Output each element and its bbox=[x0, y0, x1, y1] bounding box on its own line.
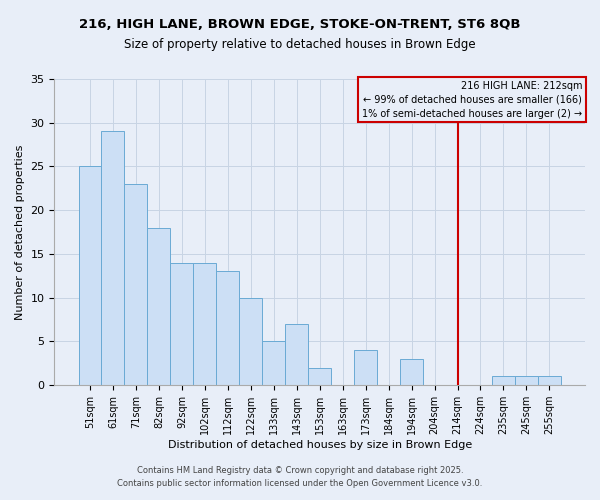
Bar bbox=[217, 272, 239, 385]
Bar bbox=[148, 228, 170, 385]
X-axis label: Distribution of detached houses by size in Brown Edge: Distribution of detached houses by size … bbox=[167, 440, 472, 450]
Bar bbox=[170, 262, 193, 385]
Bar bbox=[515, 376, 538, 385]
Y-axis label: Number of detached properties: Number of detached properties bbox=[15, 144, 25, 320]
Bar bbox=[193, 262, 217, 385]
Bar bbox=[538, 376, 561, 385]
Bar bbox=[101, 132, 124, 385]
Bar bbox=[79, 166, 101, 385]
Text: 216, HIGH LANE, BROWN EDGE, STOKE-ON-TRENT, ST6 8QB: 216, HIGH LANE, BROWN EDGE, STOKE-ON-TRE… bbox=[79, 18, 521, 30]
Bar bbox=[354, 350, 377, 385]
Text: Size of property relative to detached houses in Brown Edge: Size of property relative to detached ho… bbox=[124, 38, 476, 51]
Bar bbox=[400, 359, 423, 385]
Text: 216 HIGH LANE: 212sqm
← 99% of detached houses are smaller (166)
1% of semi-deta: 216 HIGH LANE: 212sqm ← 99% of detached … bbox=[362, 80, 583, 118]
Bar bbox=[492, 376, 515, 385]
Bar bbox=[239, 298, 262, 385]
Bar bbox=[124, 184, 148, 385]
Text: Contains HM Land Registry data © Crown copyright and database right 2025.
Contai: Contains HM Land Registry data © Crown c… bbox=[118, 466, 482, 487]
Bar bbox=[285, 324, 308, 385]
Bar bbox=[262, 342, 285, 385]
Bar bbox=[308, 368, 331, 385]
